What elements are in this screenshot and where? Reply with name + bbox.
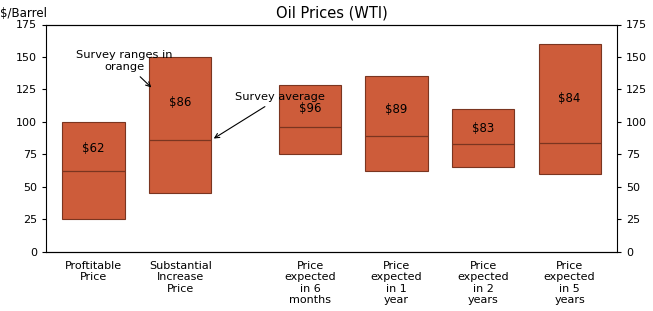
Text: $62: $62 [82,142,105,156]
Title: Oil Prices (WTI): Oil Prices (WTI) [276,6,387,21]
Bar [539,44,601,174]
Bar [279,86,341,154]
Bar [366,77,428,171]
Text: Survey average: Survey average [215,92,325,138]
Text: $89: $89 [385,103,407,116]
Text: $86: $86 [169,96,191,109]
Text: $/Barrel: $/Barrel [1,7,47,20]
Text: $96: $96 [299,102,321,115]
Bar [149,57,212,193]
Text: $84: $84 [558,92,581,105]
Bar [452,109,515,167]
Text: $83: $83 [472,122,494,135]
Text: Survey ranges in
orange: Survey ranges in orange [76,50,172,86]
Bar [63,122,125,219]
